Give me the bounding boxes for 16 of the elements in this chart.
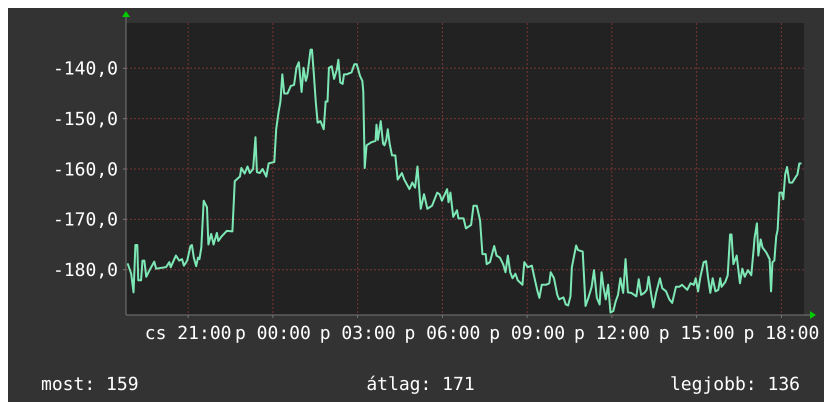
x-tick-label: p 18:00 [743, 323, 820, 344]
x-tick-label: cs 21:00 [144, 323, 232, 344]
y-tick-label: -140,0 [52, 58, 118, 80]
x-tick-label: p 03:00 [320, 323, 396, 344]
y-tick-label: -180,0 [52, 260, 118, 281]
y-tick-label: -160,0 [52, 159, 118, 180]
y-tick-label: -170,0 [52, 210, 118, 231]
x-tick-label: p 15:00 [658, 323, 735, 344]
text: legjobb: 136 [670, 374, 800, 395]
x-tick-label: p 00:00 [234, 323, 311, 344]
x-tick-label: p 06:00 [404, 323, 480, 344]
x-tick-label: p 12:00 [574, 323, 650, 344]
text: most: 159 [41, 374, 139, 395]
text: átlag: 171 [366, 374, 475, 395]
x-tick-label: p 09:00 [489, 323, 566, 344]
y-tick-label: -150,0 [52, 108, 118, 130]
